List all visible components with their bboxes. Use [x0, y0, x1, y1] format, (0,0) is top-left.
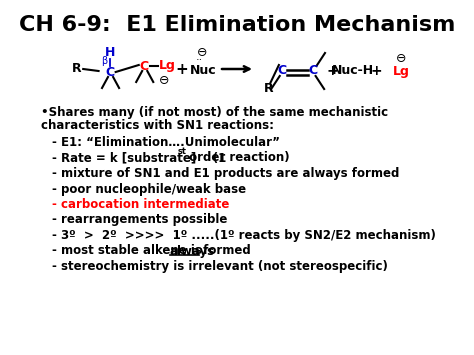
Text: - Rate = k [substrate]    (1: - Rate = k [substrate] (1	[52, 152, 226, 164]
Text: formed: formed	[199, 245, 250, 257]
Text: C: C	[139, 60, 148, 72]
Text: •Shares many (if not most) of the same mechanistic: •Shares many (if not most) of the same m…	[41, 106, 389, 119]
Text: - carbocation intermediate: - carbocation intermediate	[52, 198, 229, 211]
Text: - stereochemistry is irrelevant (not stereospecific): - stereochemistry is irrelevant (not ste…	[52, 260, 387, 273]
Text: +: +	[326, 64, 337, 78]
Text: Nuc: Nuc	[190, 64, 216, 76]
Text: +: +	[371, 64, 382, 78]
Text: always: always	[170, 245, 215, 257]
Text: +: +	[175, 62, 188, 77]
Text: characteristics with SN1 reactions:: characteristics with SN1 reactions:	[41, 119, 274, 132]
Text: CH 6-9:  E1 Elimination Mechanism: CH 6-9: E1 Elimination Mechanism	[19, 15, 455, 35]
Text: st: st	[178, 147, 187, 155]
Text: C: C	[309, 65, 318, 77]
Text: - most stable alkene is: - most stable alkene is	[52, 245, 206, 257]
Text: β: β	[101, 56, 108, 66]
Text: - rearrangements possible: - rearrangements possible	[52, 213, 227, 226]
Text: H: H	[104, 47, 115, 60]
Text: ⊖: ⊖	[396, 53, 406, 66]
Text: Lg: Lg	[393, 65, 410, 77]
Text: - mixture of SN1 and E1 products are always formed: - mixture of SN1 and E1 products are alw…	[52, 167, 399, 180]
Text: ⊖: ⊖	[159, 75, 170, 87]
Text: R: R	[72, 62, 82, 76]
Text: order reaction): order reaction)	[185, 152, 290, 164]
Text: - poor nucleophile/weak base: - poor nucleophile/weak base	[52, 182, 246, 196]
Text: ⊖: ⊖	[197, 45, 207, 59]
Text: R: R	[264, 82, 273, 94]
Text: - 3º  >  2º  >>>>  1º .....(1º reacts by SN2/E2 mechanism): - 3º > 2º >>>> 1º .....(1º reacts by SN2…	[52, 229, 436, 242]
Text: C: C	[278, 65, 287, 77]
Text: Lg: Lg	[158, 60, 175, 72]
Text: - E1: “Elimination….Unimolecular”: - E1: “Elimination….Unimolecular”	[52, 136, 280, 149]
Text: Nuc-H: Nuc-H	[332, 65, 374, 77]
Text: C: C	[105, 66, 114, 78]
Text: ··: ··	[196, 55, 203, 65]
